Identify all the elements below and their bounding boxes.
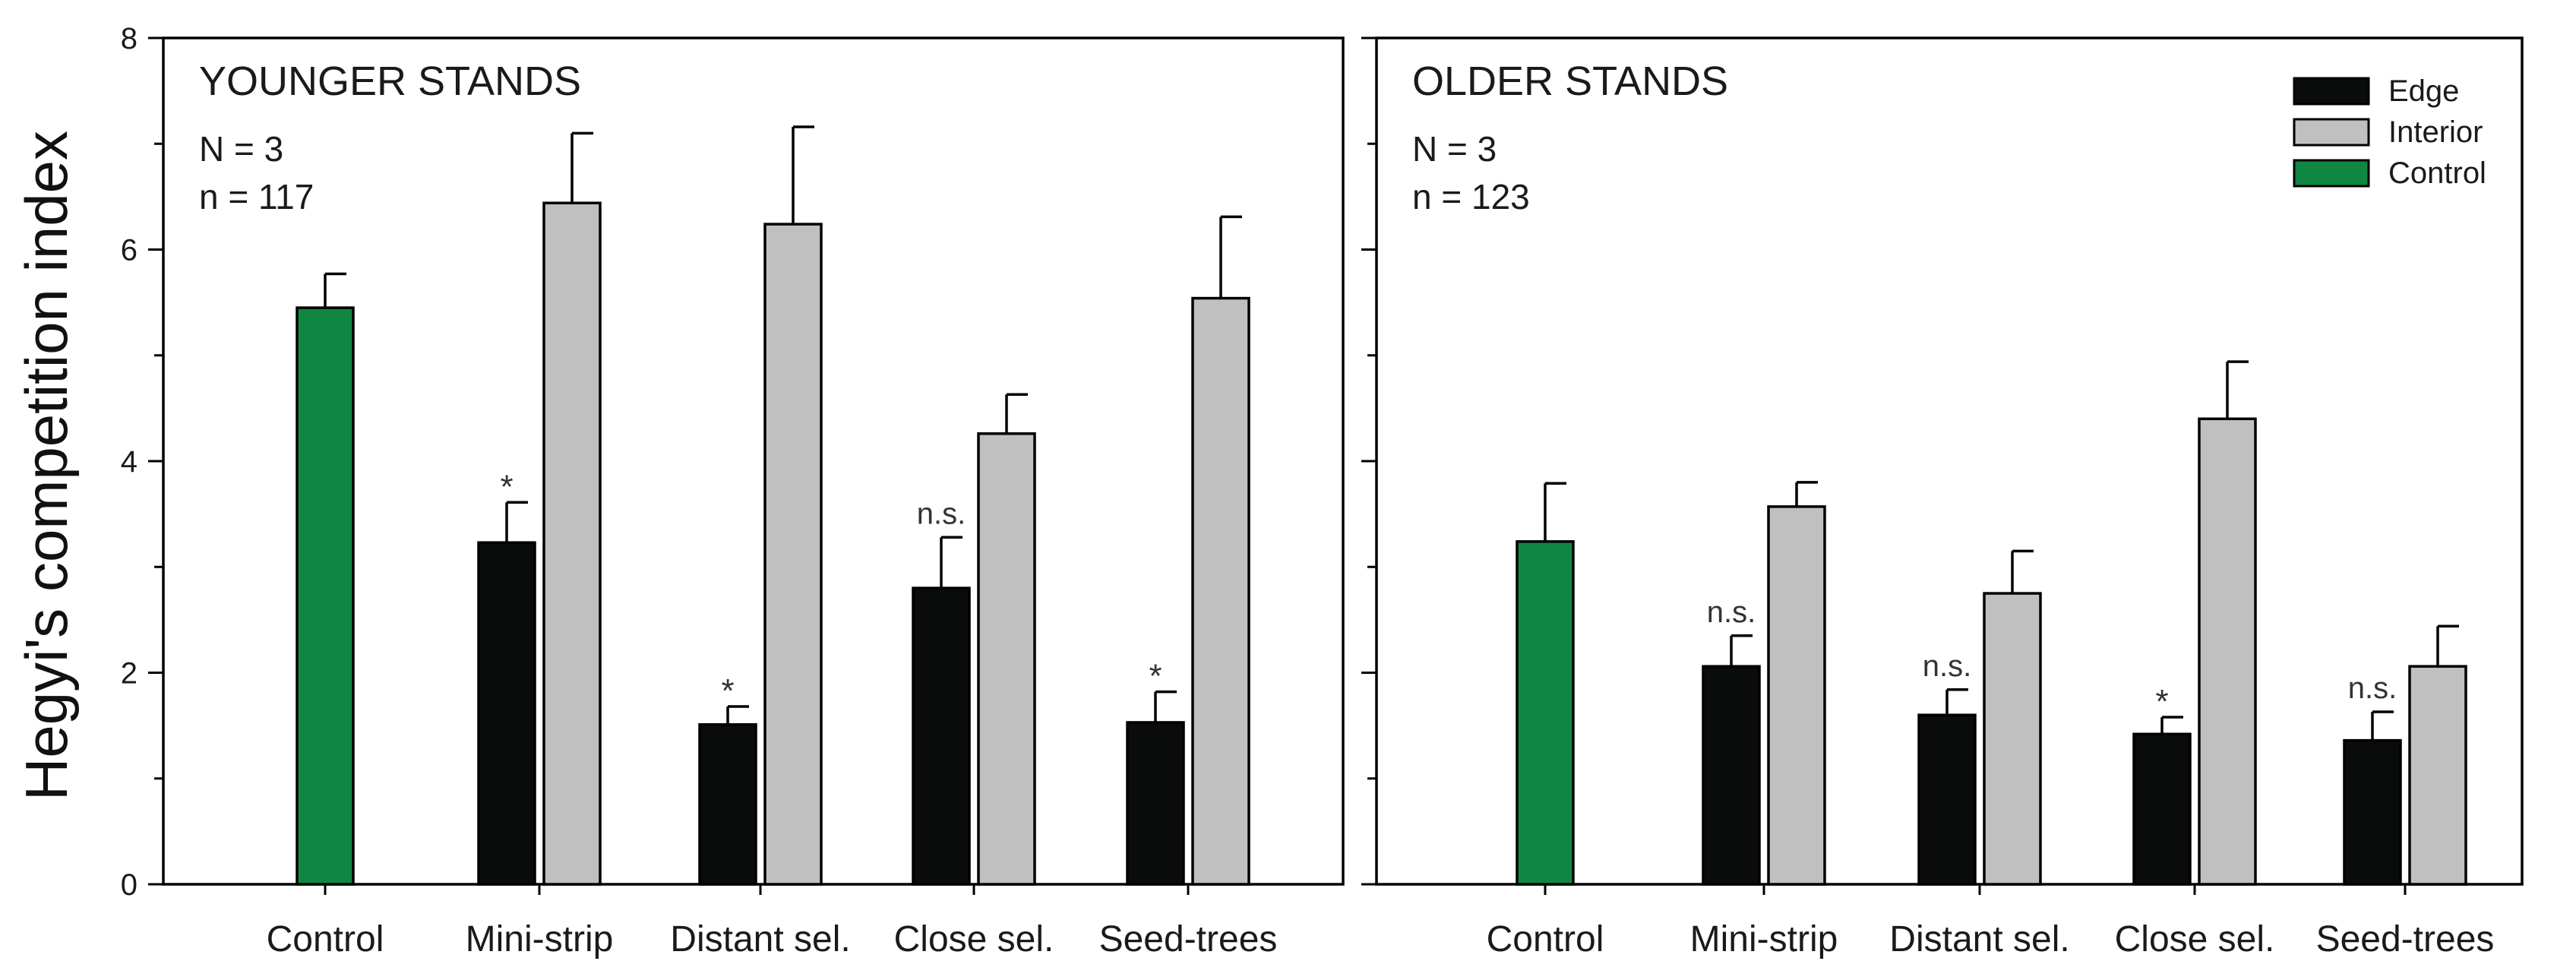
interior-bar [977, 432, 1036, 886]
interior-bar [1191, 296, 1250, 886]
significance-marker: * [500, 468, 513, 505]
edge-bar [2132, 732, 2192, 886]
significance-marker: * [1149, 658, 1162, 695]
interior-bar [1767, 505, 1826, 886]
edge-bar [1126, 721, 1185, 886]
sample-size-N: N = 3 [1412, 129, 1497, 169]
significance-marker: * [2155, 683, 2168, 720]
edge-bar [477, 541, 536, 886]
category-label: Control [267, 919, 384, 959]
panel-older: OLDER STANDS N = 3 n = 123 Control Mini-stri… [1361, 36, 2524, 959]
edge-bar [2343, 738, 2402, 886]
category-label: Seed-trees [2316, 919, 2495, 959]
category-label: Distant sel. [670, 919, 850, 959]
y-tick-label: 2 [121, 657, 137, 691]
panel-title: YOUNGER STANDS [199, 58, 581, 104]
y-axis-label: Hegyi's competition index [13, 131, 80, 801]
significance-marker: n.s. [917, 497, 966, 530]
panel-younger: 0 2 4 6 8 YOUNGER STANDS N = 3 n = 117 Control Mi… [121, 22, 1345, 959]
edge-bar [912, 586, 971, 886]
edge-bar [698, 722, 757, 886]
sample-size-N: N = 3 [199, 129, 283, 169]
edge-bar [1917, 713, 1977, 886]
legend-swatch-edge [2293, 77, 2370, 106]
control-bar [296, 306, 355, 886]
y-tick-label: 0 [121, 868, 137, 902]
significance-marker: n.s. [2348, 672, 2397, 705]
y-tick-label: 6 [121, 234, 137, 267]
y-tick-label: 4 [121, 445, 137, 479]
panel-title: OLDER STANDS [1412, 58, 1728, 104]
category-label: Close sel. [2115, 919, 2275, 959]
panels-layer: 0 2 4 6 8 YOUNGER STANDS N = 3 n = 117 Control Mi… [121, 22, 2524, 959]
legend-label-control: Control [2388, 156, 2486, 190]
interior-bar [542, 201, 602, 886]
significance-marker: * [721, 672, 734, 710]
sample-size-n: n = 123 [1412, 177, 1530, 217]
legend-label-edge: Edge [2388, 74, 2459, 108]
interior-bar [2408, 665, 2467, 886]
control-bar [1516, 540, 1575, 886]
significance-marker: n.s. [1923, 650, 1971, 683]
category-label: Mini-strip [1690, 919, 1838, 959]
legend: Edge Interior Control [2293, 74, 2486, 190]
category-label: Seed-trees [1099, 919, 1278, 959]
legend-swatch-interior [2293, 118, 2370, 147]
interior-bar [2198, 417, 2257, 886]
category-label: Distant sel. [1889, 919, 2069, 959]
category-label: Mini-strip [466, 919, 614, 959]
significance-marker: n.s. [1707, 596, 1756, 629]
y-tick-label: 8 [121, 22, 137, 55]
edge-bar [1702, 665, 1761, 886]
category-label: Close sel. [894, 919, 1054, 959]
category-label: Control [1487, 919, 1604, 959]
interior-bar [1983, 592, 2042, 886]
legend-swatch-control [2293, 159, 2370, 188]
interior-bar [763, 223, 823, 886]
legend-label-interior: Interior [2388, 115, 2483, 149]
sample-size-n: n = 117 [199, 177, 314, 217]
